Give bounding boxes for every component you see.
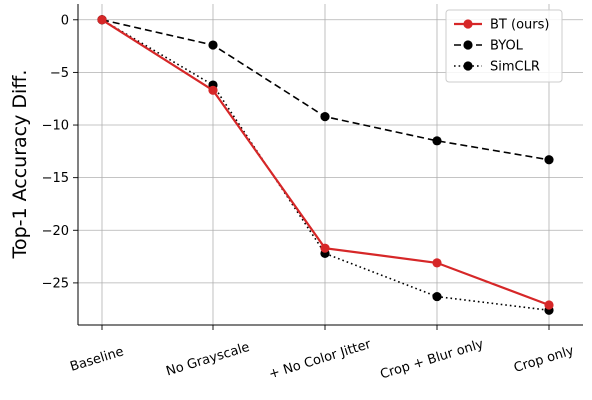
data-point (432, 291, 442, 302)
y-tick-label: −25 (42, 276, 69, 291)
x-tick-label: Baseline (68, 344, 125, 374)
data-point (208, 85, 218, 95)
legend-label: BT (ours) (490, 18, 549, 33)
data-point (97, 15, 107, 25)
axes (77, 4, 583, 326)
x-tick-label: Crop only (512, 343, 576, 376)
data-point (544, 300, 554, 310)
legend-marker (463, 19, 473, 29)
legend-item-bt-ours: BT (ours) (454, 18, 549, 33)
data-point (432, 258, 442, 268)
series-line (101, 19, 550, 312)
legend-marker (463, 61, 473, 71)
legend-label: BYOL (490, 39, 524, 54)
x-ticks: Baseline No Grayscale + No Color Jitter Cro… (68, 325, 576, 383)
x-tick-label: Crop + Blur only (379, 337, 486, 383)
data-point (320, 243, 330, 253)
y-tick-label: −15 (42, 171, 69, 186)
legend-frame (445, 9, 563, 83)
legend-label: SimCLR (490, 60, 540, 75)
y-tick-label: −5 (50, 66, 69, 81)
legend-item-byol: BYOL (454, 39, 524, 54)
data-point (320, 112, 330, 122)
legend-marker (463, 40, 473, 50)
y-tick-label: −20 (42, 224, 69, 239)
legend-item-simclr: SimCLR (454, 60, 540, 75)
y-tick-label: 0 (61, 13, 69, 28)
y-axis-label: Top-1 Accuracy Diff. (9, 70, 31, 260)
data-point (544, 155, 554, 165)
x-tick-label: No Grayscale (164, 340, 251, 380)
y-ticks: 0 −5 −10 −15 −20 −25 (42, 13, 78, 291)
legend: BT (ours) BYOL SimCLR (445, 9, 563, 83)
series-lines (97, 15, 554, 315)
data-point (208, 40, 218, 50)
series-bt-ours (97, 15, 554, 310)
y-tick-label: −10 (42, 119, 69, 134)
data-point (432, 136, 442, 146)
x-tick-label: + No Color Jitter (267, 337, 373, 382)
